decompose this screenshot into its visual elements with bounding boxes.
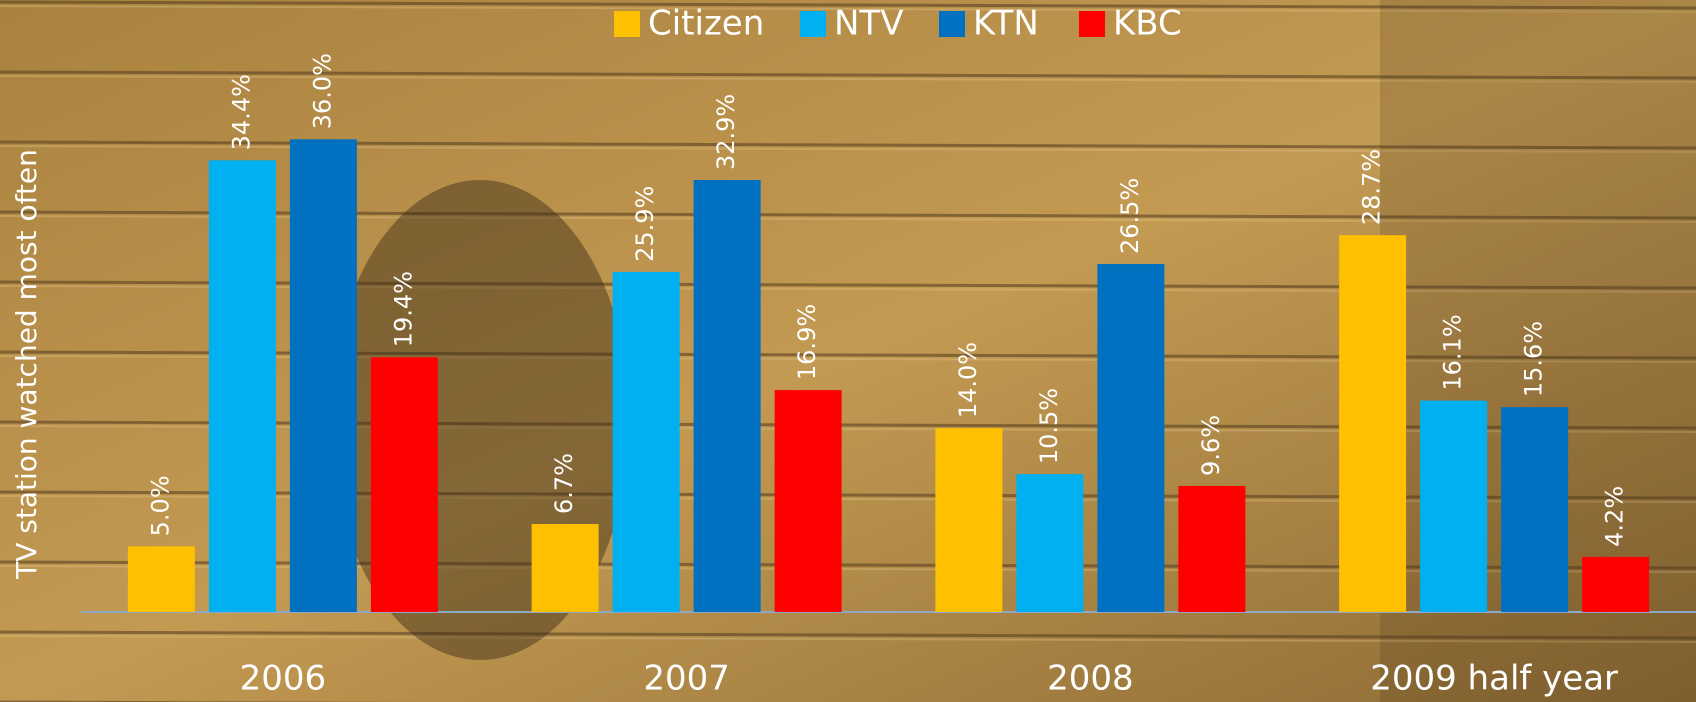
value-label: 16.9%: [793, 304, 821, 380]
x-tick-label: 2009 half year: [1370, 659, 1618, 699]
legend-swatch: [800, 11, 826, 37]
x-tick-label: 2006: [240, 659, 327, 699]
bar: [612, 271, 680, 612]
x-tick-label: 2007: [643, 659, 730, 699]
value-label: 36.0%: [308, 53, 336, 129]
value-label: 32.9%: [712, 94, 740, 170]
legend-swatch: [939, 11, 965, 37]
value-label: 9.6%: [1197, 415, 1225, 476]
bar: [1339, 235, 1407, 612]
value-label: 19.4%: [389, 271, 417, 347]
bar: [127, 546, 195, 612]
bar: [1501, 407, 1569, 612]
bar: [370, 357, 438, 612]
y-axis-title: TV station watched most often: [10, 149, 43, 580]
bar: [1016, 474, 1084, 612]
legend-label: Citizen: [648, 4, 764, 44]
bar: [693, 180, 761, 612]
value-label: 16.1%: [1439, 314, 1467, 390]
x-tick-label: 2008: [1047, 659, 1134, 699]
value-label: 26.5%: [1116, 178, 1144, 254]
bar: [935, 428, 1003, 612]
value-label: 4.2%: [1601, 486, 1629, 547]
value-label: 25.9%: [631, 186, 659, 262]
bar: [774, 390, 842, 612]
legend-label: KTN: [973, 4, 1039, 44]
value-label: 34.4%: [227, 74, 255, 150]
bar: [208, 160, 276, 612]
value-label: 28.7%: [1358, 149, 1386, 225]
value-label: 14.0%: [954, 342, 982, 418]
bar: [289, 139, 357, 612]
legend-swatch: [1079, 11, 1105, 37]
value-label: 5.0%: [146, 475, 174, 536]
value-label: 6.7%: [550, 453, 578, 514]
bar: [1097, 264, 1165, 612]
bar: [1582, 556, 1650, 612]
legend-swatch: [614, 11, 640, 37]
value-label: 15.6%: [1520, 321, 1548, 397]
legend-label: KBC: [1113, 4, 1182, 44]
bar: [1420, 400, 1488, 612]
bar: [531, 524, 599, 612]
value-label: 10.5%: [1035, 388, 1063, 464]
legend-label: NTV: [834, 4, 903, 44]
bar: [1178, 485, 1246, 612]
